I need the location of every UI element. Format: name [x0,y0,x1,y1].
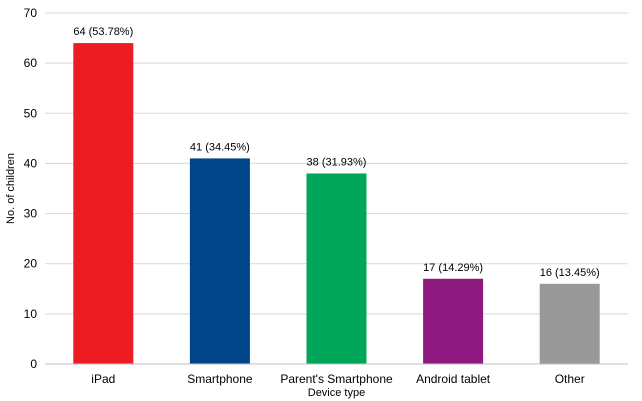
bar [423,278,484,364]
y-tick-label: 50 [24,106,38,120]
y-axis-title: No. of children [5,153,17,224]
x-axis-title: Device type [308,387,365,399]
y-tick-label: 20 [24,257,38,271]
data-label: 64 (53.78%) [73,26,133,38]
data-label: 16 (13.45%) [540,267,600,279]
y-tick-label: 40 [24,156,38,170]
bar [539,283,600,364]
y-axis-ticks: 0 10 20 30 40 50 60 70 [24,6,38,371]
data-labels: 64 (53.78%) 41 (34.45%) 38 (31.93%) 17 (14.… [73,26,599,279]
bars [73,43,600,364]
data-label: 38 (31.93%) [307,156,367,168]
y-tick-label: 10 [24,307,38,321]
y-tick-label: 0 [30,357,37,371]
x-category-label: Other [555,372,585,386]
y-tick-label: 70 [24,6,38,20]
x-category-label: Smartphone [187,372,253,386]
x-axis-categories: iPad Smartphone Parent's Smartphone Android… [91,372,584,386]
x-category-label: Android tablet [416,372,491,386]
data-label: 41 (34.45%) [190,141,250,153]
x-category-label: Parent's Smartphone [280,372,393,386]
x-category-label: iPad [91,372,115,386]
bar [73,43,134,364]
y-tick-label: 60 [24,56,38,70]
y-tick-label: 30 [24,207,38,221]
data-label: 17 (14.29%) [423,262,483,274]
bar [306,173,367,364]
bar [189,158,250,364]
